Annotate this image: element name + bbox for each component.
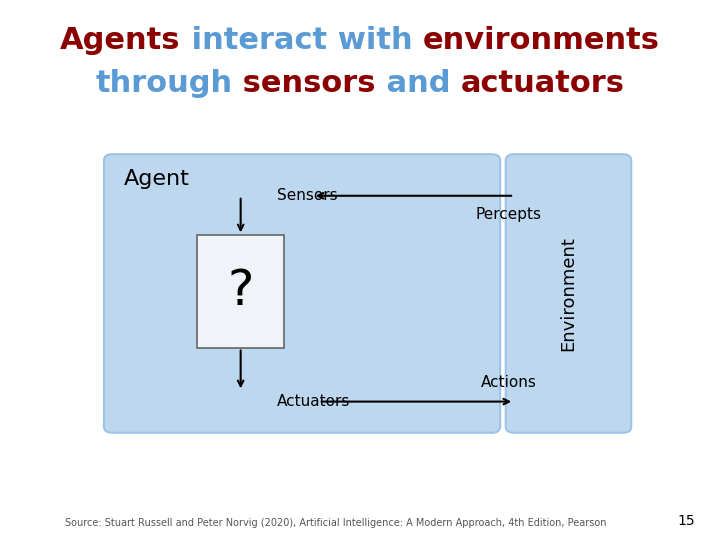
Text: Agents: Agents — [60, 26, 181, 55]
Text: Environment: Environment — [559, 236, 577, 351]
Text: Agent: Agent — [124, 168, 189, 189]
Text: Source: Stuart Russell and Peter Norvig (2020), Artificial Intelligence: A Moder: Source: Stuart Russell and Peter Norvig … — [65, 518, 606, 528]
FancyBboxPatch shape — [505, 154, 631, 433]
Text: Actions: Actions — [480, 375, 536, 390]
Text: Percepts: Percepts — [475, 207, 541, 222]
Text: through: through — [95, 69, 233, 98]
Text: Sensors: Sensors — [277, 188, 338, 203]
Text: 15: 15 — [678, 514, 695, 528]
Text: interact with: interact with — [181, 26, 423, 55]
Text: environments: environments — [423, 26, 660, 55]
FancyBboxPatch shape — [104, 154, 500, 433]
Text: and: and — [376, 69, 461, 98]
Text: ?: ? — [228, 267, 254, 315]
Text: sensors: sensors — [233, 69, 376, 98]
Text: Actuators: Actuators — [277, 394, 351, 409]
FancyBboxPatch shape — [197, 235, 284, 348]
Text: actuators: actuators — [461, 69, 625, 98]
